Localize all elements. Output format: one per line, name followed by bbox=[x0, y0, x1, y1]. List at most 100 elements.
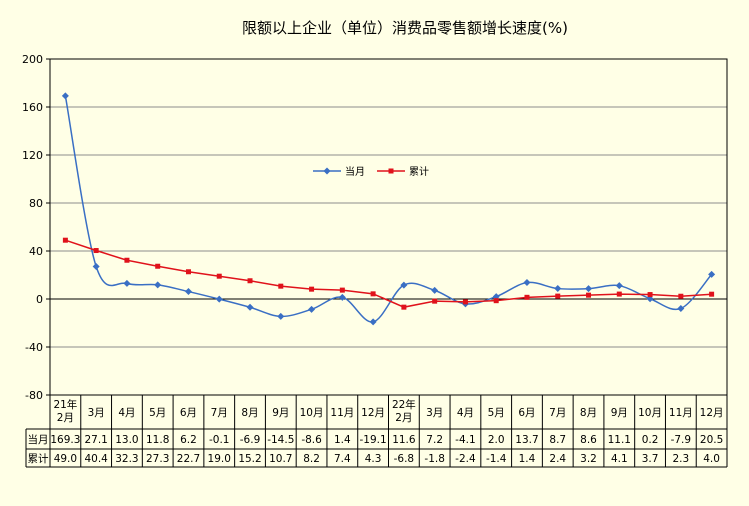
x-category-label: 8月 bbox=[241, 407, 258, 419]
table-cell-value: 2.0 bbox=[488, 434, 505, 446]
table-cell-value: 7.2 bbox=[426, 434, 443, 446]
data-point-cumulative bbox=[616, 291, 622, 297]
table-cell-value: -6.8 bbox=[394, 453, 415, 465]
data-point-monthly bbox=[215, 295, 223, 303]
table-cell-value: 4.0 bbox=[703, 453, 720, 465]
data-point-cumulative bbox=[216, 273, 222, 279]
x-category-label: 7月 bbox=[211, 407, 228, 419]
series-line-monthly bbox=[64, 95, 713, 323]
data-point-monthly bbox=[554, 285, 562, 293]
x-category-label: 4月 bbox=[457, 407, 474, 419]
table-row-header: 当月 bbox=[28, 433, 49, 446]
data-point-cumulative bbox=[555, 293, 561, 299]
x-category-label: 5月 bbox=[149, 407, 166, 419]
x-category-label: 22年 2月 bbox=[392, 398, 416, 424]
x-category-label: 6月 bbox=[518, 407, 535, 419]
x-category-label: 12月 bbox=[700, 407, 724, 419]
table-cell-value: 3.2 bbox=[580, 453, 597, 465]
series-line-cumulative bbox=[65, 239, 712, 308]
y-tick-label: 80 bbox=[29, 197, 43, 210]
x-category-label: 3月 bbox=[426, 407, 443, 419]
data-point-cumulative bbox=[678, 293, 684, 299]
y-tick-label: 0 bbox=[36, 293, 43, 306]
table-cell-value: -2.4 bbox=[455, 453, 476, 465]
data-point-monthly bbox=[308, 305, 316, 313]
table-cell-value: 32.3 bbox=[115, 453, 138, 465]
table-cell-value: -14.5 bbox=[267, 434, 294, 446]
table-cell-value: 2.3 bbox=[672, 453, 689, 465]
table-cell-value: 8.7 bbox=[549, 434, 566, 446]
table-cell-value: 7.4 bbox=[334, 453, 351, 465]
data-point-monthly bbox=[523, 279, 531, 287]
data-point-monthly bbox=[369, 318, 377, 326]
data-point-cumulative bbox=[524, 294, 530, 300]
table-cell-value: 8.2 bbox=[303, 453, 320, 465]
data-point-monthly bbox=[277, 312, 285, 320]
x-category-label: 9月 bbox=[272, 407, 289, 419]
table-cell-value: 1.4 bbox=[334, 434, 351, 446]
legend-marker-cumulative bbox=[388, 168, 394, 174]
table-cell-value: 15.2 bbox=[238, 453, 261, 465]
series-lines bbox=[61, 92, 716, 326]
data-point-cumulative bbox=[370, 291, 376, 297]
data-point-monthly bbox=[61, 92, 69, 100]
table-cell-value: -4.1 bbox=[455, 434, 476, 446]
legend-marker-monthly bbox=[323, 167, 331, 175]
data-point-cumulative bbox=[647, 292, 653, 298]
y-tick-label: 200 bbox=[22, 53, 43, 66]
data-point-cumulative bbox=[247, 278, 253, 284]
x-category-label: 11月 bbox=[669, 407, 693, 419]
y-tick-label: 40 bbox=[29, 245, 43, 258]
data-point-cumulative bbox=[309, 286, 315, 292]
table-cell-value: 22.7 bbox=[177, 453, 200, 465]
data-point-monthly bbox=[400, 281, 408, 289]
data-point-cumulative bbox=[124, 257, 130, 263]
x-category-label: 10月 bbox=[300, 407, 324, 419]
y-tick-label: -80 bbox=[25, 389, 43, 402]
table-cell-value: -6.9 bbox=[240, 434, 261, 446]
table-cell-value: -19.1 bbox=[360, 434, 387, 446]
data-point-cumulative bbox=[709, 291, 715, 297]
table-cell-value: 49.0 bbox=[54, 453, 77, 465]
table-cell-value: 4.3 bbox=[365, 453, 382, 465]
data-point-monthly bbox=[708, 270, 716, 278]
table-cell-value: -7.9 bbox=[671, 434, 692, 446]
table-cell-value: 11.8 bbox=[146, 434, 169, 446]
table-cell-value: 6.2 bbox=[180, 434, 197, 446]
x-category-label: 8月 bbox=[580, 407, 597, 419]
table-cell-value: 13.0 bbox=[115, 434, 138, 446]
table-cell-value: 169.3 bbox=[50, 434, 80, 446]
data-point-cumulative bbox=[401, 304, 407, 310]
data-point-cumulative bbox=[93, 248, 99, 254]
table-cell-value: 0.2 bbox=[642, 434, 659, 446]
data-point-monthly bbox=[123, 279, 131, 287]
table-cell-value: 11.6 bbox=[392, 434, 416, 446]
table-row-header: 累计 bbox=[28, 452, 49, 465]
data-point-monthly bbox=[184, 288, 192, 296]
x-category-label: 5月 bbox=[488, 407, 505, 419]
x-category-label: 3月 bbox=[88, 407, 105, 419]
y-tick-label: 160 bbox=[22, 101, 43, 114]
table-cell-value: 13.7 bbox=[515, 434, 538, 446]
legend-label-cumulative: 累计 bbox=[409, 165, 429, 178]
data-point-monthly bbox=[92, 262, 100, 270]
data-point-monthly bbox=[431, 286, 439, 294]
data-point-monthly bbox=[585, 285, 593, 293]
table-cell-value: 27.1 bbox=[84, 434, 107, 446]
data-point-cumulative bbox=[339, 287, 345, 293]
data-point-cumulative bbox=[62, 237, 68, 243]
table-cell-value: 11.1 bbox=[608, 434, 631, 446]
table-cell-value: 20.5 bbox=[700, 434, 723, 446]
data-point-monthly bbox=[338, 293, 346, 301]
table-cell-value: 3.7 bbox=[642, 453, 659, 465]
x-category-label-line: 22年 bbox=[392, 398, 416, 411]
chart-title: 限额以上企业（单位）消费品零售额增长速度(%) bbox=[242, 19, 568, 37]
table-cell-value: 4.1 bbox=[611, 453, 628, 465]
data-point-cumulative bbox=[493, 298, 499, 304]
data-point-cumulative bbox=[586, 292, 592, 298]
plot-area bbox=[49, 58, 728, 396]
data-point-monthly bbox=[246, 303, 254, 311]
data-point-cumulative bbox=[462, 299, 468, 305]
table-cell-value: -1.4 bbox=[486, 453, 507, 465]
table-cell-value: 19.0 bbox=[208, 453, 231, 465]
